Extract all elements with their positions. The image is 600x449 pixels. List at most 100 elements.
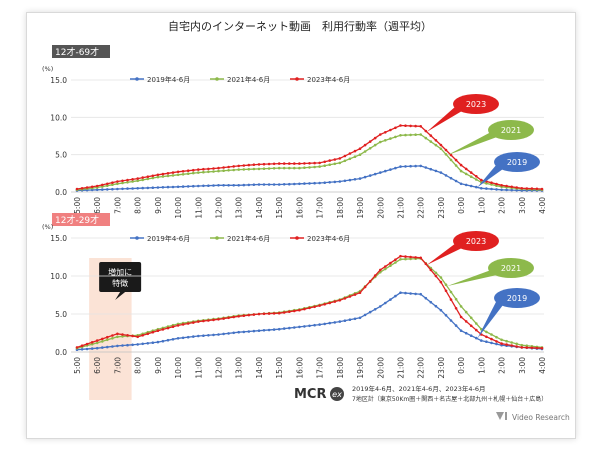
series-point-2023	[368, 280, 372, 283]
series-point-2023	[475, 328, 478, 332]
series-point-2019	[227, 184, 230, 187]
series-point-2019	[232, 184, 235, 187]
series-point-2023	[384, 265, 387, 268]
series-point-2023	[343, 154, 347, 158]
panel-label: 12才-29才	[55, 214, 99, 226]
series-point-2019	[313, 181, 316, 185]
bubble-2021	[488, 120, 534, 140]
series-point-2023	[131, 334, 134, 338]
series-point-2021	[424, 136, 428, 140]
footer-note-region: 7地区計（東京50Km圏＋関西＋名古屋＋北部九州＋札幌＋仙台＋広島）	[352, 395, 547, 403]
series-point-2021	[116, 182, 119, 186]
series-point-2023	[353, 293, 357, 296]
series-point-2021	[379, 140, 382, 144]
series-point-2021	[293, 166, 296, 170]
series-point-2023	[288, 310, 291, 314]
series-point-2021	[500, 338, 503, 342]
series-point-2021	[202, 170, 205, 174]
series-point-2019	[217, 333, 220, 336]
series-point-2019	[146, 342, 150, 345]
series-point-2019	[495, 342, 498, 346]
series-point-2023	[232, 315, 235, 319]
series-point-2019	[505, 188, 508, 192]
series-point-2019	[126, 187, 129, 190]
series-point-2019	[141, 186, 144, 190]
series-point-2019	[348, 318, 352, 322]
series-point-2021	[414, 133, 417, 136]
series-point-2019	[207, 334, 210, 337]
series-point-2023	[75, 346, 79, 349]
series-point-2021	[298, 166, 301, 170]
series-point-2023	[338, 299, 342, 302]
x-tick-label: 19:00	[356, 357, 365, 379]
series-point-2023	[454, 158, 458, 162]
series-point-2021	[90, 342, 94, 346]
x-tick-label: 11:00	[194, 357, 203, 379]
series-point-2019	[308, 324, 311, 328]
series-point-2021	[131, 180, 134, 183]
x-tick-label: 10:00	[174, 357, 183, 379]
series-point-2023	[540, 187, 544, 191]
series-point-2021	[444, 153, 448, 156]
x-tick-label: 0:00	[457, 197, 466, 214]
series-point-2023	[379, 268, 382, 272]
series-point-2021	[252, 167, 256, 171]
footer-note-period: 2019年4-6月、2021年4-6月、2023年4-6月	[352, 384, 485, 393]
series-point-2023	[505, 343, 508, 346]
series-point-2023	[277, 311, 281, 315]
series-point-2021	[404, 133, 407, 137]
brand-logo-suffix: ex	[332, 390, 342, 399]
series-point-2021	[485, 330, 488, 334]
series-point-2019	[439, 171, 443, 174]
series-point-2021	[181, 173, 185, 176]
series-point-2021	[409, 257, 412, 261]
callout-pointer	[115, 292, 126, 300]
callout-line2: 特徴	[112, 278, 128, 288]
series-point-2023	[181, 323, 185, 326]
x-tick-label: 17:00	[316, 357, 325, 379]
legend-marker	[295, 236, 299, 240]
series-point-2019	[449, 176, 453, 180]
series-point-2023	[318, 304, 321, 307]
series-point-2019	[409, 292, 412, 295]
x-tick-label: 11:00	[194, 197, 203, 219]
legend-marker	[295, 77, 299, 81]
series-point-2019	[202, 334, 205, 338]
series-point-2023	[323, 160, 327, 164]
series-point-2023	[459, 315, 463, 319]
series-point-2023	[161, 172, 165, 176]
chart-panel-12-69: 12才-69才(%) 0.0 5.0 10.0 15.0 5:00 6:00 7:00 8:00…	[42, 45, 547, 219]
series-point-2023	[101, 183, 104, 187]
legend-marker	[135, 236, 139, 240]
series-point-2021	[146, 177, 150, 181]
series-point-2021	[207, 170, 210, 174]
series-point-2021	[490, 183, 493, 186]
series-point-2021	[459, 305, 463, 308]
series-point-2019	[343, 319, 347, 323]
series-point-2023	[186, 322, 190, 325]
series-point-2019	[141, 342, 144, 346]
series-point-2019	[439, 308, 443, 312]
series-point-2023	[227, 165, 230, 169]
series-point-2019	[212, 184, 215, 187]
series-point-2019	[111, 187, 114, 191]
series-point-2023	[368, 140, 372, 143]
legend-marker	[215, 77, 219, 81]
series-point-2019	[469, 334, 473, 338]
series-point-2021	[166, 174, 170, 178]
y-tick-label: 10.0	[50, 272, 67, 281]
callout-line1: 増加に	[108, 267, 132, 277]
series-point-2023	[399, 124, 402, 127]
series-point-2019	[384, 169, 387, 173]
x-tick-label: 2:00	[498, 357, 507, 374]
series-point-2023	[480, 178, 483, 182]
x-tick-label: 21:00	[396, 357, 405, 379]
series-point-2019	[121, 187, 124, 191]
series-point-2023	[106, 182, 109, 186]
series-point-2023	[197, 320, 200, 323]
series-point-2019	[131, 343, 134, 347]
series-point-2019	[454, 179, 458, 183]
series-point-2021	[505, 339, 508, 343]
series-point-2021	[495, 335, 498, 339]
series-point-2023	[237, 315, 240, 318]
